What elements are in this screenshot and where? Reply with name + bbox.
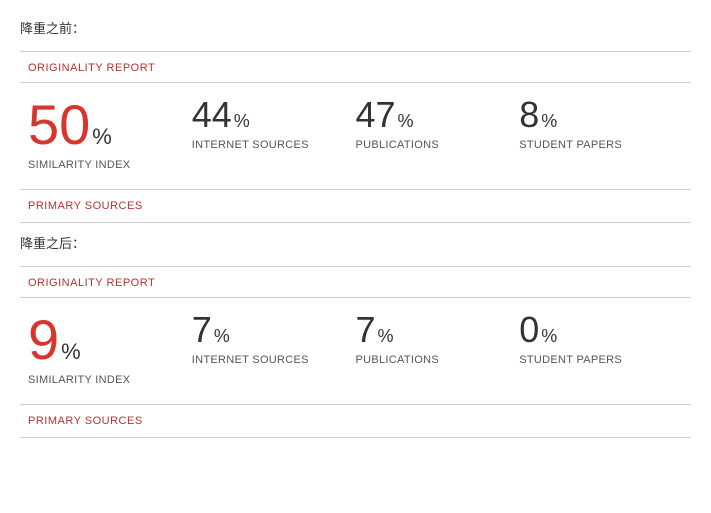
originality-report-header: ORIGINALITY REPORT	[20, 267, 691, 298]
metric-similarity-index: 50% SIMILARITY INDEX	[28, 97, 192, 171]
metric-label: SIMILARITY INDEX	[28, 159, 192, 171]
metric-value: 7%	[192, 312, 356, 348]
metric-label: STUDENT PAPERS	[519, 139, 683, 151]
originality-report-header: ORIGINALITY REPORT	[20, 52, 691, 83]
metric-number: 47	[356, 94, 396, 135]
primary-sources-header: PRIMARY SOURCES	[20, 405, 691, 438]
percent-icon: %	[234, 111, 250, 131]
percent-icon: %	[61, 339, 81, 364]
percent-icon: %	[398, 111, 414, 131]
metric-number: 50	[28, 93, 90, 156]
metric-label: PUBLICATIONS	[356, 354, 520, 366]
metric-label: INTERNET SOURCES	[192, 139, 356, 151]
after-metrics-row: 9%SIMILARITY INDEX7%INTERNET SOURCES7%PU…	[20, 298, 691, 405]
metric-internet-sources: 44% INTERNET SOURCES	[192, 97, 356, 171]
metric-value: 7%	[356, 312, 520, 348]
metric-publications: 47% PUBLICATIONS	[356, 97, 520, 171]
before-report-card: ORIGINALITY REPORT 50%SIMILARITY INDEX44…	[20, 51, 691, 223]
before-label: 降重之前：	[20, 18, 691, 37]
metric-similarity-index: 9% SIMILARITY INDEX	[28, 312, 192, 386]
metric-value: 47%	[356, 97, 520, 133]
metric-publications: 7% PUBLICATIONS	[356, 312, 520, 386]
metric-number: 7	[192, 309, 212, 350]
metric-value: 0%	[519, 312, 683, 348]
metric-label: STUDENT PAPERS	[519, 354, 683, 366]
metric-label: INTERNET SOURCES	[192, 354, 356, 366]
percent-icon: %	[214, 326, 230, 346]
percent-icon: %	[541, 326, 557, 346]
metric-student-papers: 8% STUDENT PAPERS	[519, 97, 683, 171]
metric-label: SIMILARITY INDEX	[28, 374, 192, 386]
metric-value: 50%	[28, 97, 192, 153]
after-label: 降重之后：	[20, 233, 691, 252]
metric-number: 0	[519, 309, 539, 350]
metric-number: 7	[356, 309, 376, 350]
metric-number: 9	[28, 308, 59, 371]
before-metrics-row: 50% SIMILARITY INDEX 44% INTERNET SOURCES47…	[20, 83, 691, 190]
percent-icon: %	[541, 111, 557, 131]
metric-label: PUBLICATIONS	[356, 139, 520, 151]
after-report-card: ORIGINALITY REPORT 9%SIMILARITY INDEX7%I…	[20, 266, 691, 438]
primary-sources-header: PRIMARY SOURCES	[20, 190, 691, 223]
metric-value: 44%	[192, 97, 356, 133]
metric-value: 8%	[519, 97, 683, 133]
percent-icon: %	[378, 326, 394, 346]
metric-internet-sources: 7% INTERNET SOURCES	[192, 312, 356, 386]
metric-student-papers: 0% STUDENT PAPERS	[519, 312, 683, 386]
percent-icon: %	[92, 124, 112, 149]
metric-value: 9%	[28, 312, 192, 368]
metric-number: 8	[519, 94, 539, 135]
metric-number: 44	[192, 94, 232, 135]
